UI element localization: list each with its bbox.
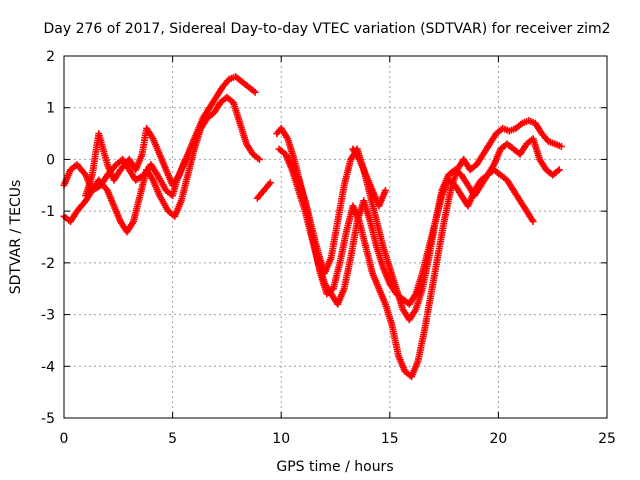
y-tick-label: -1 — [41, 204, 55, 220]
data-point — [266, 179, 274, 187]
axis-ticks — [63, 55, 608, 419]
x-tick-label: 25 — [598, 431, 616, 447]
x-tick-labels: 0 5 10 15 20 25 — [60, 431, 616, 447]
data-point — [529, 217, 537, 225]
x-tick-label: 0 — [60, 431, 69, 447]
y-tick-labels: -5 -4 -3 -2 -1 0 1 2 — [41, 49, 55, 427]
data-points — [60, 73, 565, 381]
y-tick-label: -5 — [41, 411, 55, 427]
data-point — [182, 155, 190, 163]
data-point — [555, 166, 563, 174]
data-point — [255, 155, 263, 163]
y-tick-label: 0 — [46, 152, 55, 168]
series-track-e — [275, 135, 563, 324]
y-tick-label: -3 — [41, 308, 55, 324]
series-track-f — [282, 150, 537, 308]
x-tick-label: 15 — [381, 431, 399, 447]
series-track-g — [253, 145, 389, 210]
series-track-c — [82, 124, 190, 200]
x-tick-label: 10 — [272, 431, 290, 447]
grid-lines — [64, 56, 607, 418]
data-point — [557, 143, 565, 150]
plot-frame — [63, 55, 608, 419]
x-axis-label: GPS time / hours — [276, 459, 393, 475]
data-point — [251, 88, 259, 96]
x-tick-label: 5 — [168, 431, 177, 447]
series-track-b — [60, 93, 263, 236]
chart-title: Day 276 of 2017, Sidereal Day-to-day VTE… — [44, 21, 611, 37]
y-tick-label: -2 — [41, 256, 55, 272]
x-tick-label: 20 — [489, 431, 507, 447]
y-tick-label: 2 — [46, 49, 55, 65]
y-axis-label: SDTVAR / TECUs — [8, 180, 24, 295]
data-point — [381, 186, 389, 194]
y-tick-label: 1 — [46, 101, 55, 117]
y-tick-label: -4 — [41, 359, 55, 375]
